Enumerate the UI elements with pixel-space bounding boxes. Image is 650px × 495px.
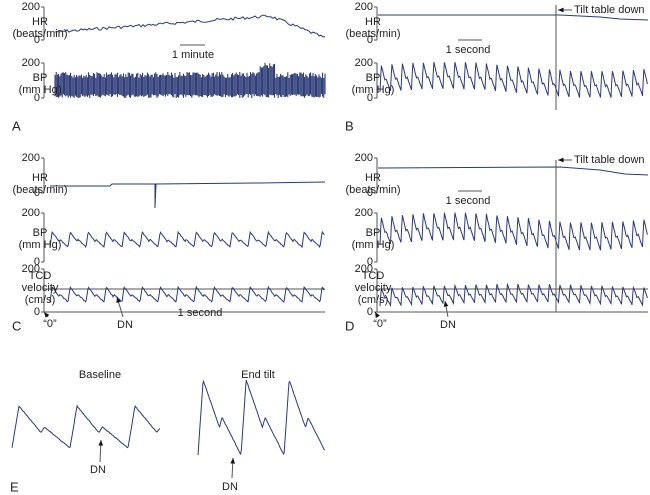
scale-bar-label: 1 minute <box>172 49 214 61</box>
trace-label: velocity <box>355 282 392 294</box>
panel-letter: C <box>12 318 21 333</box>
trace-label: (mm Hg) <box>19 239 62 251</box>
scale-bar-label: 1 second <box>446 44 491 56</box>
marker-label: “0” <box>43 318 57 330</box>
tick-label: 0 <box>367 34 373 46</box>
tick-label: 0 <box>34 256 40 268</box>
trace-label: HR <box>32 16 48 28</box>
tick-label: 0 <box>367 256 373 268</box>
arrow-head <box>44 312 50 318</box>
arrow-head <box>116 297 121 303</box>
trace-label: HR <box>32 172 48 184</box>
trace-label: (mm Hg) <box>352 239 395 251</box>
waveform <box>379 61 648 98</box>
arrow-head <box>558 7 564 13</box>
tick-label: 200 <box>22 263 40 275</box>
trace-label: (cm/s) <box>358 294 389 306</box>
tick-label: 200 <box>22 1 40 13</box>
tick-label: 0 <box>367 92 373 104</box>
waveforms <box>11 5 649 479</box>
trace-label: (beats/min) <box>345 184 400 196</box>
trace-label: velocity <box>22 282 59 294</box>
waveform <box>11 404 161 449</box>
panel-letter: A <box>12 118 21 133</box>
tick-label: 200 <box>355 57 373 69</box>
annotation: Tilt table down <box>574 154 645 166</box>
trace-label: BP <box>366 72 381 84</box>
trace-label: HR <box>365 172 381 184</box>
marker-label: DN <box>440 319 456 331</box>
trace <box>50 181 326 209</box>
trace-label: BP <box>366 227 381 239</box>
tick-label: 0 <box>34 34 40 46</box>
scale-bar-label: 1 second <box>178 307 223 319</box>
marker-label: “0” <box>373 318 387 330</box>
waveform <box>49 230 325 249</box>
trace-label: TCD <box>29 270 52 282</box>
waveform <box>379 282 648 308</box>
trace-label: (cm/s) <box>25 294 56 306</box>
tick-label: 200 <box>355 207 373 219</box>
arrow-head <box>558 157 564 163</box>
trace-label: (mm Hg) <box>19 84 62 96</box>
tick-label: 200 <box>22 57 40 69</box>
arrow-head <box>443 301 449 307</box>
arrow-head <box>375 312 380 318</box>
panel-letter: B <box>345 118 354 133</box>
trace-label: (beats/min) <box>12 184 67 196</box>
arrow-head <box>230 458 236 464</box>
arrow-head <box>98 440 104 446</box>
tick-label: 0 <box>34 187 40 199</box>
trace-label: (beats/min) <box>12 28 67 40</box>
waveform <box>379 212 648 251</box>
trace <box>377 166 649 176</box>
tick-label: 200 <box>22 152 40 164</box>
trace-label: TCD <box>362 270 385 282</box>
marker-label: DN <box>117 319 133 331</box>
inset-title: Baseline <box>79 369 121 381</box>
tick-label: 0 <box>367 306 373 318</box>
trace-label: BP <box>33 227 48 239</box>
marker-label: DN <box>222 481 238 493</box>
tick-label: 200 <box>355 152 373 164</box>
panel-letter: E <box>10 479 19 494</box>
trace-label: HR <box>365 16 381 28</box>
trace <box>55 14 326 38</box>
trace-label: (mm Hg) <box>352 84 395 96</box>
inset-title: End tilt <box>241 369 275 381</box>
tick-label: 0 <box>34 92 40 104</box>
tick-label: 0 <box>34 306 40 318</box>
panel-letter: D <box>345 318 354 333</box>
tick-label: 200 <box>22 207 40 219</box>
tick-label: 200 <box>355 263 373 275</box>
trace-label: (beats/min) <box>345 28 400 40</box>
trace-label: BP <box>33 72 48 84</box>
waveform <box>49 285 325 303</box>
scale-bar-label: 1 second <box>446 195 491 207</box>
waveform <box>197 379 326 456</box>
trace <box>378 14 649 21</box>
tick-label: 200 <box>355 1 373 13</box>
marker-label: DN <box>90 464 106 476</box>
tick-label: 0 <box>367 187 373 199</box>
annotation: Tilt table down <box>574 4 645 16</box>
